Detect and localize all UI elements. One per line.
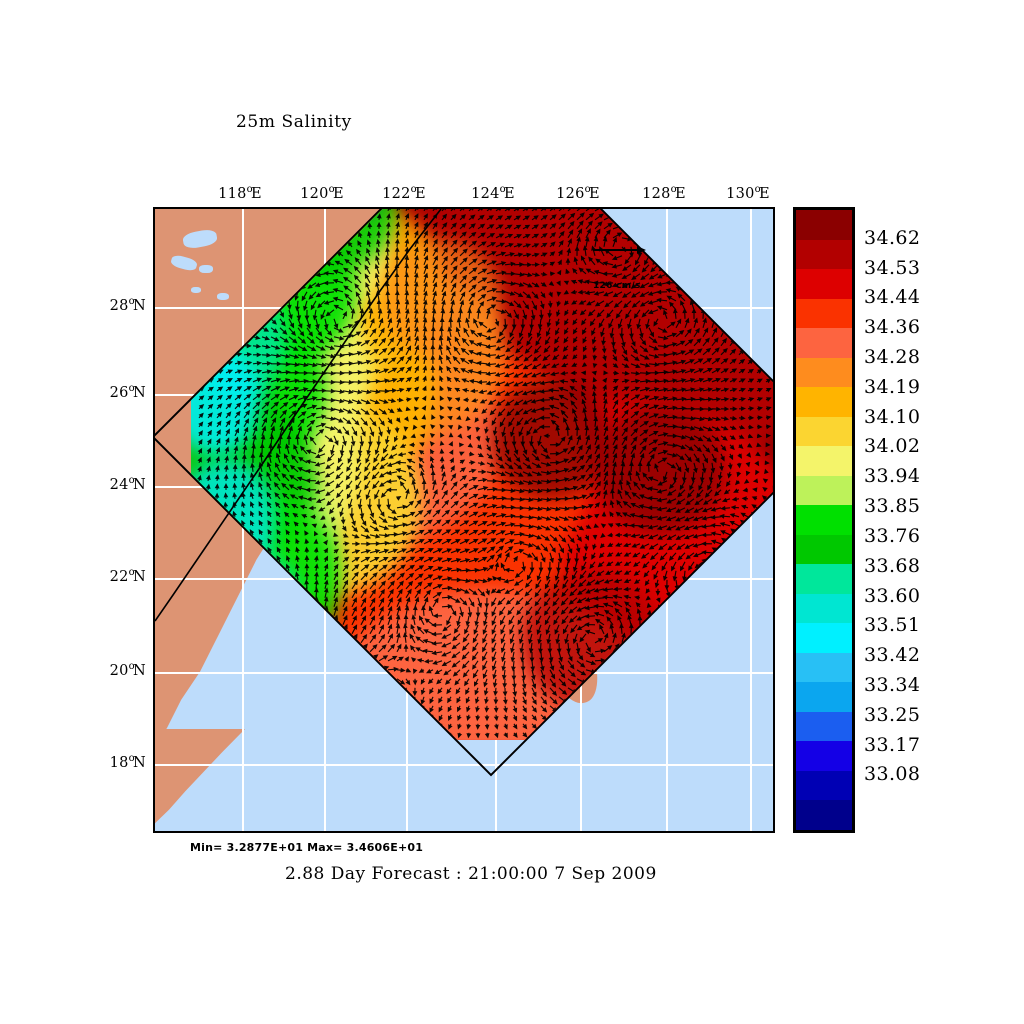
colorbar-tick-34.19: 34.19	[864, 375, 921, 398]
colorbar-tick-33.60: 33.60	[864, 584, 921, 607]
lat-tick-label-24: 24oN	[109, 475, 146, 493]
colorbar-tick-34.36: 34.36	[864, 316, 921, 339]
salinity-patch-29	[195, 584, 306, 695]
colorbar-tick-34.62: 34.62	[864, 226, 921, 249]
colorbar-labels: 34.62 34.53 34.44 34.36 34.28 34.19 34.10 34.02…	[864, 207, 984, 833]
lat-tick-label-28: 28oN	[109, 296, 146, 314]
salinity-patch-30	[203, 616, 289, 703]
vector-scale-arrow-icon	[593, 245, 649, 255]
salinity-patch-33	[224, 661, 249, 686]
model-domain-wrapper	[155, 209, 773, 831]
colorbar-tick-33.76: 33.76	[864, 524, 921, 547]
colorbar-band-13	[796, 593, 852, 624]
colorbar-tick-33.08: 33.08	[864, 763, 921, 786]
colorbar-band-11	[796, 534, 852, 565]
colorbar-tick-34.10: 34.10	[864, 405, 921, 428]
graticule-meridian-130	[750, 209, 752, 831]
colorbar-band-12	[796, 564, 852, 594]
lat-tick-label-26: 26oN	[109, 383, 146, 401]
colorbar	[793, 207, 855, 833]
colorbar-band-3	[796, 298, 852, 329]
colorbar-tick-33.85: 33.85	[864, 495, 921, 518]
lon-tick-label-128: 128oE	[642, 184, 686, 202]
map-inner: 126 cm/s	[155, 209, 773, 831]
colorbar-tick-34.28: 34.28	[864, 346, 921, 369]
forecast-timestamp: 2.88 Day Forecast : 21:00:00 7 Sep 2009	[285, 864, 657, 884]
vector-scale-key: 126 cm/s	[593, 245, 713, 291]
velocity-vector-field	[193, 209, 773, 739]
colorbar-band-10	[796, 505, 852, 535]
colorbar-tick-33.51: 33.51	[864, 614, 921, 637]
salinity-patch-32	[219, 651, 260, 692]
map-plot-area[interactable]: 126 cm/s	[153, 207, 775, 833]
colorbar-tick-33.25: 33.25	[864, 703, 921, 726]
graticule-parallel-18	[155, 764, 773, 766]
lat-tick-label-22: 22oN	[109, 567, 146, 585]
colorbar-band-16	[796, 682, 852, 712]
colorbar-tick-33.68: 33.68	[864, 554, 921, 577]
lat-tick-label-18: 18oN	[109, 753, 146, 771]
colorbar-band-6	[796, 387, 852, 417]
salinity-patch-34	[348, 209, 374, 211]
colorbar-tick-34.53: 34.53	[864, 256, 921, 279]
colorbar-tick-33.34: 33.34	[864, 673, 921, 696]
lon-tick-label-124: 124oE	[471, 184, 515, 202]
colorbar-tick-33.94: 33.94	[864, 465, 921, 488]
colorbar-band-8	[796, 446, 852, 476]
colorbar-band-15	[796, 652, 852, 683]
colorbar-band-20	[796, 800, 852, 830]
colorbar-band-18	[796, 741, 852, 771]
colorbar-band-5	[796, 357, 852, 388]
colorbar-band-17	[796, 711, 852, 742]
colorbar-band-9	[796, 475, 852, 506]
colorbar-tick-34.44: 34.44	[864, 286, 921, 309]
lat-tick-label-20: 20oN	[109, 661, 146, 679]
colorbar-band-14	[796, 623, 852, 653]
vector-scale-label: 126 cm/s	[593, 281, 641, 291]
colorbar-band-7	[796, 416, 852, 447]
colorbar-band-1	[796, 239, 852, 270]
lon-tick-label-126: 126oE	[556, 184, 600, 202]
colorbar-band-19	[796, 770, 852, 801]
colorbar-tick-33.42: 33.42	[864, 644, 921, 667]
colorbar-band-2	[796, 269, 852, 299]
lon-tick-label-118: 118oE	[218, 184, 262, 202]
page-title: 25m Salinity	[236, 112, 352, 132]
min-max-readout: Min= 3.2877E+01 Max= 3.4606E+01	[190, 841, 424, 854]
colorbar-band-4	[796, 328, 852, 358]
model-domain	[155, 209, 773, 777]
colorbar-tick-33.17: 33.17	[864, 733, 921, 756]
salinity-patch-31	[209, 636, 272, 699]
colorbar-tick-34.02: 34.02	[864, 435, 921, 458]
colorbar-band-0	[796, 210, 852, 240]
lon-tick-label-120: 120oE	[300, 184, 344, 202]
lon-tick-label-130: 130oE	[726, 184, 770, 202]
lon-tick-label-122: 122oE	[382, 184, 426, 202]
